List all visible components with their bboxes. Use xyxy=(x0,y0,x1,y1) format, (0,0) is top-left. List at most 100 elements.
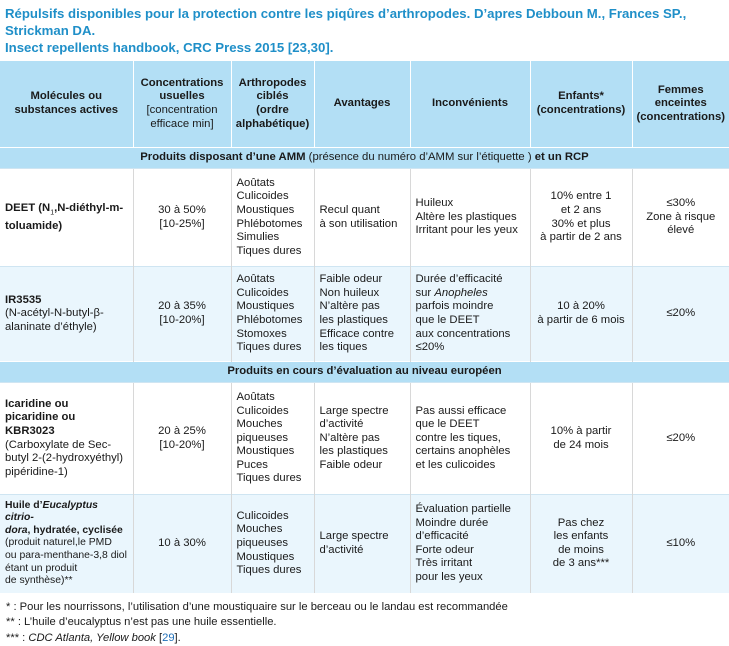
enfants-line: à partir de 6 mois xyxy=(536,314,627,328)
cell-concentration-icaridine: 20 à 25%[10-20%] xyxy=(133,383,231,495)
cell-arthropodes-eucalyptus: Culicoides Mouches piqueuses Moustiques … xyxy=(231,495,314,593)
avantage-line: Recul quant xyxy=(320,204,405,218)
molecule-name: Huile d’Eucalyptus citrio- xyxy=(5,500,128,525)
inconvenient-line: aux concentrations xyxy=(416,328,525,342)
femmes-line: Zone à risque xyxy=(638,211,725,225)
avantage-line: Large spectre xyxy=(320,530,405,544)
arthropode-item: Puces xyxy=(237,459,309,473)
header-arthro-main: Arthropodes ciblés xyxy=(239,77,307,103)
table-row-eucalyptus: Huile d’Eucalyptus citrio- dora, hydraté… xyxy=(0,495,729,593)
species-name: Anopheles xyxy=(434,287,487,299)
cell-femmes-eucalyptus: ≤10% xyxy=(632,495,729,593)
header-enfants: Enfants* (concentrations) xyxy=(530,61,632,148)
molecule-detail: étant un produit xyxy=(5,563,128,576)
table-row-deet: DEET (N1,N-diéthyl-m-toluamide) 30 à 50%… xyxy=(0,169,729,267)
footnote-3: *** : CDC Atlanta, Yellow book [29]. xyxy=(6,631,729,646)
inconvenient-line: pour les yeux xyxy=(416,571,525,585)
molecule-name: dora, hydratée, cyclisée xyxy=(5,525,128,538)
arthropode-item: Culicoides xyxy=(237,405,309,419)
arthropode-item: Phlébotomes xyxy=(237,218,309,232)
header-molecules: Molécules ou substances actives xyxy=(0,61,133,148)
inconvenient-line: contre les tiques, xyxy=(416,432,525,446)
arthropode-item: Moustiques xyxy=(237,300,309,314)
header-row: Molécules ou substances actives Concentr… xyxy=(0,61,729,148)
table-footnotes: * : Pour les nourrissons, l’utilisation … xyxy=(0,593,729,646)
arthropode-item: piqueuses xyxy=(237,432,309,446)
molecule-detail: ou para-menthane-3,8 diol xyxy=(5,550,128,563)
enfants-line: de moins xyxy=(536,544,627,558)
avantage-line: Efficace contre xyxy=(320,328,405,342)
inconvenient-line: Très irritant xyxy=(416,557,525,571)
section-amm-label: Produits disposant d’une AMM (présence d… xyxy=(0,148,729,169)
cell-concentration-ir3535: 20 à 35%[10-20%] xyxy=(133,267,231,362)
footnote-3-prefix: *** : xyxy=(6,632,28,644)
avantage-line: à son utilisation xyxy=(320,218,405,232)
caption-line-2: Insect repellents handbook, CRC Press 20… xyxy=(5,39,723,56)
cell-arthropodes-icaridine: Aoûtats Culicoides Mouches piqueuses Mou… xyxy=(231,383,314,495)
cell-molecule-eucalyptus: Huile d’Eucalyptus citrio- dora, hydraté… xyxy=(0,495,133,593)
avantage-line: N’altère pas xyxy=(320,432,405,446)
cell-inconvenients-icaridine: Pas aussi efficace que le DEET contre le… xyxy=(410,383,530,495)
femmes-line: ≤10% xyxy=(638,537,725,551)
avantage-line: Faible odeur xyxy=(320,273,405,287)
enfants-line: 10 à 20% xyxy=(536,300,627,314)
section-amm-bold-1: Produits disposant d’une AMM xyxy=(140,151,305,163)
header-arthropodes: Arthropodes ciblés(ordre alphabétique) xyxy=(231,61,314,148)
caption-bracket: ]. xyxy=(325,40,333,55)
conc-min: [10-20%] xyxy=(139,439,226,453)
femmes-line: ≤20% xyxy=(638,432,725,446)
footnote-1: * : Pour les nourrissons, l’utilisation … xyxy=(6,600,729,616)
cell-inconvenients-ir3535: Durée d’efficacité sur Anopheles parfois… xyxy=(410,267,530,362)
conc-value: 20 à 25% xyxy=(139,425,226,439)
footnote-3-suffix: ]. xyxy=(175,632,181,644)
section-amm: Produits disposant d’une AMM (présence d… xyxy=(0,148,729,169)
header-femmes-enceintes: Femmes enceintes (concentrations) xyxy=(632,61,729,148)
molecule-detail: (N-acétyl-N-butyl-β- xyxy=(5,307,128,321)
cell-avantages-ir3535: Faible odeur Non huileux N’altère pas le… xyxy=(314,267,410,362)
arthropode-item: piqueuses xyxy=(237,537,309,551)
avantage-line: Non huileux xyxy=(320,287,405,301)
section-evaluation: Produits en cours d’évaluation au niveau… xyxy=(0,362,729,383)
arthropode-item: Culicoides xyxy=(237,510,309,524)
table-row-ir3535: IR3535(N-acétyl-N-butyl-β-alaninate d’ét… xyxy=(0,267,729,362)
arthropode-item: Moustiques xyxy=(237,204,309,218)
molecule-detail: butyl 2-(2-hydroxyéthyl) xyxy=(5,452,128,466)
molecule-detail: (Carboxylate de Sec- xyxy=(5,439,128,453)
repellents-table: Molécules ou substances actives Concentr… xyxy=(0,61,729,593)
inconvenient-line: Pas aussi efficace xyxy=(416,405,525,419)
avantage-line: N’altère pas xyxy=(320,300,405,314)
inconvenient-line: Durée d’efficacité xyxy=(416,273,525,287)
inconvenient-line: d’efficacité xyxy=(416,530,525,544)
footnote-3-reference-link[interactable]: 29 xyxy=(162,632,174,644)
conc-min: [10-25%] xyxy=(139,218,226,232)
header-conc-sub: [concentration efficace min] xyxy=(147,104,218,130)
enfants-line: 10% à partir xyxy=(536,425,627,439)
avantage-line: d’activité xyxy=(320,418,405,432)
arthropode-item: Simulies xyxy=(237,231,309,245)
arthropode-item: Phlébotomes xyxy=(237,314,309,328)
caption-reference-link[interactable]: 23,30 xyxy=(292,40,325,55)
conc-value: 10 à 30% xyxy=(139,537,226,551)
header-arthro-sub: (ordre alphabétique) xyxy=(236,104,309,130)
enfants-line: de 24 mois xyxy=(536,439,627,453)
enfants-line: et 2 ans xyxy=(536,204,627,218)
avantage-line: Large spectre xyxy=(320,405,405,419)
arthropode-item: Culicoides xyxy=(237,287,309,301)
inconvenient-line: que le DEET xyxy=(416,314,525,328)
arthropode-item: Tiques dures xyxy=(237,341,309,355)
enfants-line: les enfants xyxy=(536,530,627,544)
cell-concentration-eucalyptus: 10 à 30% xyxy=(133,495,231,593)
inconvenient-line: ≤20% xyxy=(416,341,525,355)
cell-concentration-deet: 30 à 50%[10-25%] xyxy=(133,169,231,267)
avantage-line: les plastiques xyxy=(320,314,405,328)
cell-femmes-ir3535: ≤20% xyxy=(632,267,729,362)
cell-enfants-ir3535: 10 à 20%à partir de 6 mois xyxy=(530,267,632,362)
cell-arthropodes-deet: Aoûtats Culicoides Moustiques Phlébotome… xyxy=(231,169,314,267)
header-inconvenients: Inconvénients xyxy=(410,61,530,148)
cell-inconvenients-eucalyptus: Évaluation partielle Moindre durée d’eff… xyxy=(410,495,530,593)
molecule-name-d: , hydratée, cyclisée xyxy=(28,525,123,536)
